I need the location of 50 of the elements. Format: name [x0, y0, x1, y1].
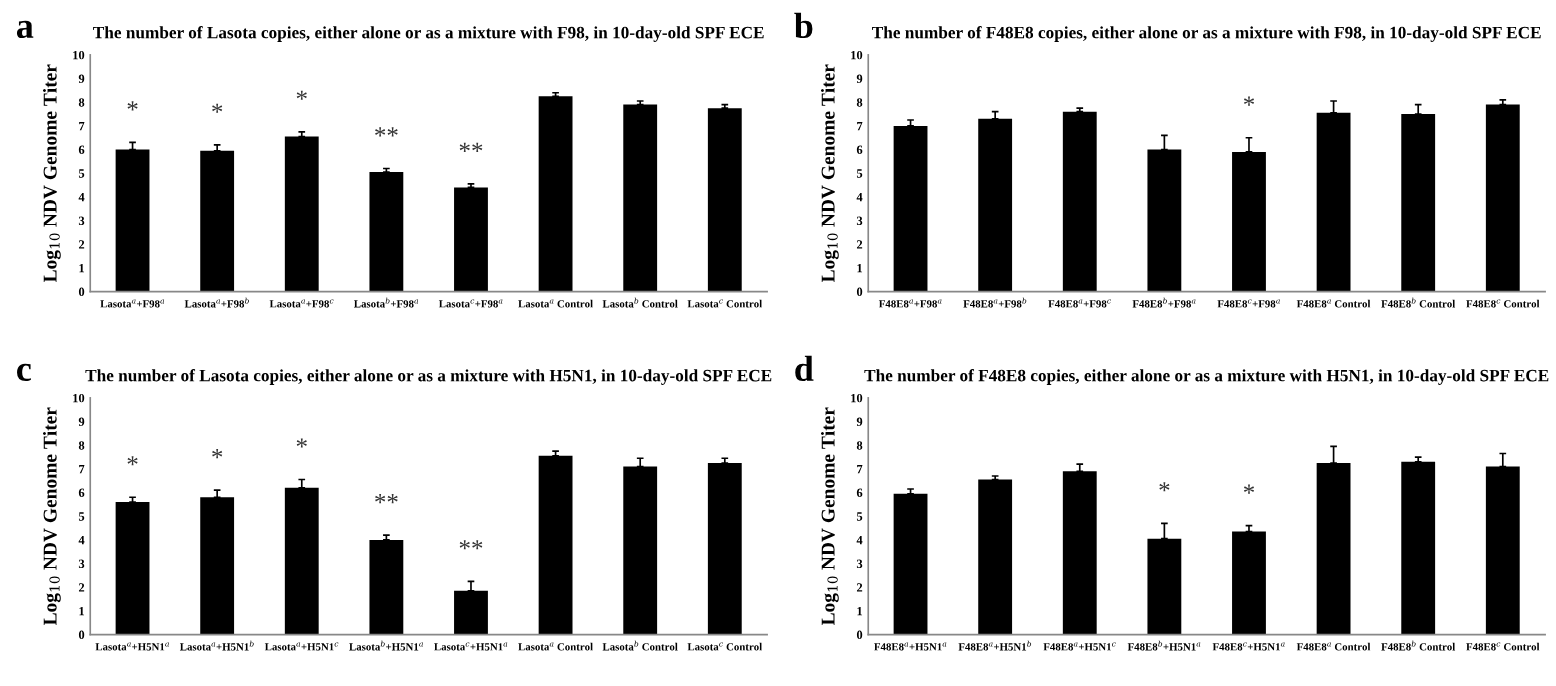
chart-title: The number of Lasota copies, either alone or as a mixture with H5N1, in 10-day-old SPF ECE: [85, 369, 772, 385]
bar: [1062, 111, 1097, 292]
annotation: *: [127, 456, 138, 466]
bar: [538, 455, 573, 635]
bar: [978, 118, 1013, 292]
bar: [369, 539, 404, 635]
bar: [623, 466, 658, 635]
annotation: *: [212, 103, 223, 113]
text: b: [794, 12, 813, 39]
annotation: *: [127, 101, 138, 111]
annotation: *: [1243, 484, 1255, 494]
bar: [1401, 461, 1436, 635]
y-axis-title: Log$_{10}$ NDV Genome Titer: [821, 407, 839, 626]
bar: [893, 493, 928, 635]
annotation: **: [459, 142, 483, 152]
bar: [115, 149, 150, 292]
annotation: *: [1159, 482, 1170, 492]
bar: [893, 125, 928, 292]
bar: [200, 497, 235, 635]
y-axis-title: Log$_{10}$ NDV Genome Titer: [43, 64, 61, 283]
bar: [284, 487, 319, 635]
bar: [115, 502, 150, 635]
bar: [978, 479, 1013, 635]
chart-title: The number of F48E8 copies, either alone or as a mixture with H5N1, in 10-day-old SPF ECE: [864, 369, 1549, 385]
y-axis-title: Log$_{10}$ NDV Genome Titer: [821, 64, 839, 283]
annotation: *: [296, 90, 307, 100]
bar: [623, 104, 658, 292]
bar: [1485, 104, 1520, 292]
chart-title: The number of Lasota copies, either alone or as a mixture with F98, in 10-day-old SPF ECE: [93, 26, 764, 42]
chart-title: The number of F48E8 copies, either alone or as a mixture with F98, in 10-day-old SPF ECE: [872, 26, 1541, 42]
y-axis-title: Log$_{10}$ NDV Genome Titer: [43, 407, 61, 626]
bar: [707, 462, 742, 635]
bar: [454, 187, 488, 292]
text: d: [795, 355, 814, 382]
annotation: **: [375, 494, 398, 504]
annotation: *: [212, 449, 223, 459]
bar: [454, 590, 488, 635]
annotation: *: [296, 438, 307, 448]
bar: [284, 136, 319, 292]
text: c: [17, 363, 31, 382]
bar: [1062, 471, 1097, 635]
bar: [538, 96, 573, 292]
annotation: **: [375, 127, 398, 137]
bar: [200, 150, 235, 292]
bar: [707, 108, 742, 292]
annotation: *: [1243, 96, 1255, 106]
bar: [369, 172, 404, 292]
text: a: [16, 20, 34, 39]
bar: [1232, 531, 1266, 635]
annotation: **: [459, 540, 483, 550]
